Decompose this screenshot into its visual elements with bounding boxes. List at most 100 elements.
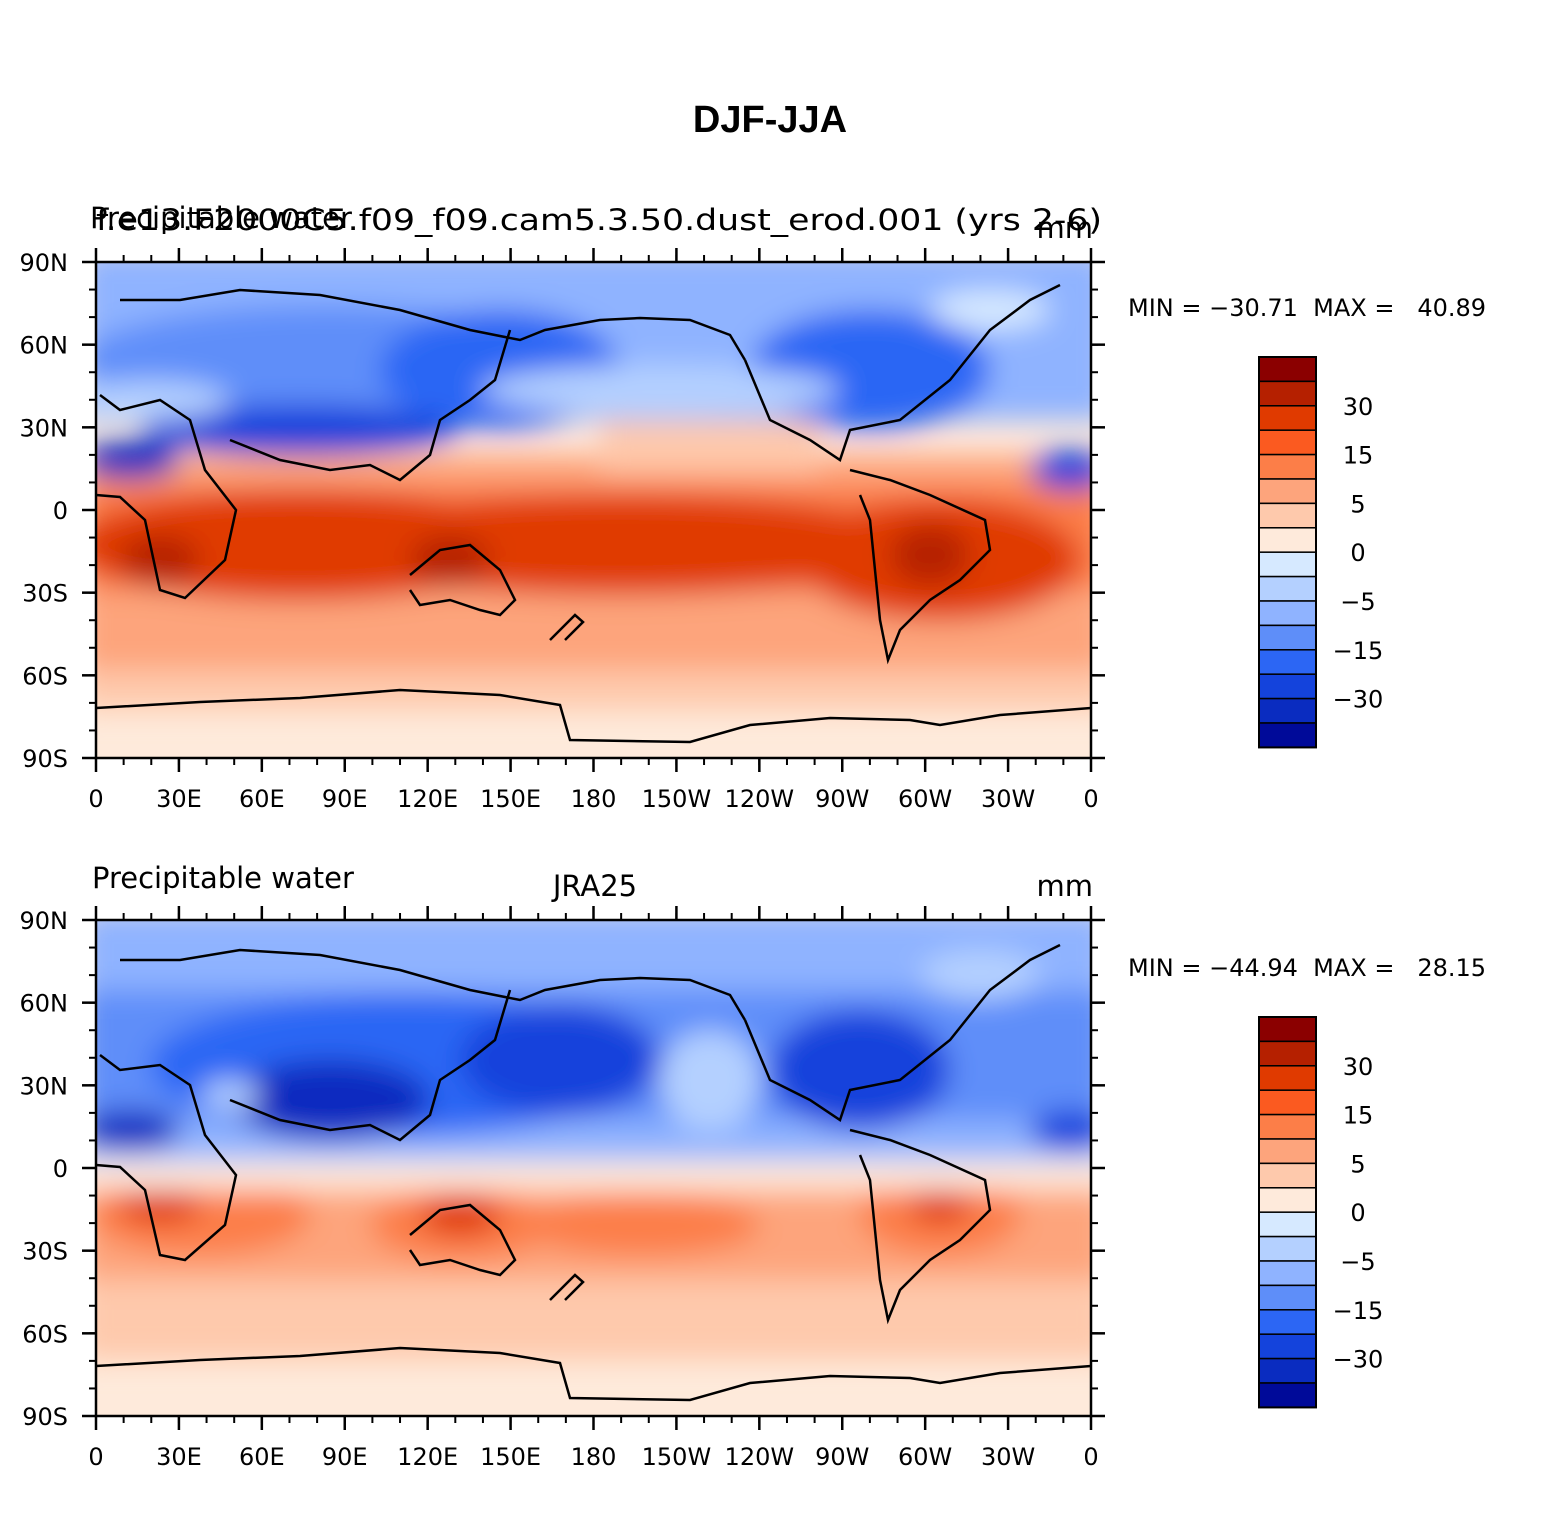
lon-tick-label: 90E bbox=[322, 785, 368, 813]
colorbar-label: −5 bbox=[1340, 1248, 1375, 1276]
lon-tick-label: 60E bbox=[239, 785, 285, 813]
lat-tick-label: 60N bbox=[20, 332, 69, 360]
lat-tick-label: 60S bbox=[22, 662, 68, 690]
colorbar-swatch bbox=[1258, 1138, 1317, 1165]
colorbar-swatch bbox=[1258, 429, 1317, 456]
colorbar-label: −15 bbox=[1333, 1297, 1384, 1325]
panel-2-units: mm bbox=[1037, 869, 1094, 903]
lat-tick-label: 0 bbox=[53, 1155, 68, 1183]
colorbar-swatch bbox=[1258, 1040, 1317, 1067]
colorbar-swatch bbox=[1258, 1382, 1317, 1409]
lat-tick-label: 30S bbox=[22, 1238, 68, 1266]
colorbar-label: 5 bbox=[1350, 1150, 1365, 1178]
lon-tick-label: 30W bbox=[981, 1443, 1035, 1471]
colorbar-frame bbox=[1258, 356, 1317, 749]
lon-tick-label: 150W bbox=[642, 785, 712, 813]
lat-tick-label: 60S bbox=[22, 1320, 68, 1348]
colorbar-swatch bbox=[1258, 1089, 1317, 1116]
figure-title: DJF-JJA bbox=[693, 99, 847, 141]
lon-tick-label: 120W bbox=[725, 1443, 795, 1471]
colorbar-label: −30 bbox=[1333, 1346, 1384, 1374]
panel-2-center-title: JRA25 bbox=[551, 869, 637, 903]
lon-tick-label: 120E bbox=[397, 1443, 458, 1471]
panel-2-left-title: Precipitable water bbox=[92, 861, 354, 895]
lon-tick-label: 90W bbox=[815, 785, 869, 813]
map-2-axes: 90N 60N 30N 0 30S 60S 90S 0 30E 60E 90E 120E 150E 180… bbox=[20, 906, 1105, 1471]
colorbar-swatch bbox=[1258, 1284, 1317, 1311]
lon-tick-label: 150E bbox=[480, 785, 541, 813]
panel-2-min-max: MIN = −44.94 MAX = 28.15 bbox=[1128, 954, 1486, 982]
panel-1-center-title: f.e13.F2000C5.f09_f09.cam5.3.50.dust_ero… bbox=[96, 203, 1102, 237]
colorbar-swatch bbox=[1258, 1309, 1317, 1335]
lat-tick-label: 90S bbox=[22, 1403, 68, 1431]
map-1-axes: 90N 60N 30N 0 30S 60S 90S 0 30E 60E 90E 120E 150E 180… bbox=[20, 248, 1105, 813]
colorbar-2: 30 15 5 0 −5 −15 −30 bbox=[1258, 1016, 1384, 1409]
lon-tick-label: 180 bbox=[571, 785, 617, 813]
colorbar-swatch bbox=[1258, 527, 1317, 553]
colorbar-label: 0 bbox=[1350, 1199, 1365, 1227]
colorbar-swatch bbox=[1258, 1016, 1317, 1043]
panel-1-min-max: MIN = −30.71 MAX = 40.89 bbox=[1128, 294, 1486, 322]
lat-tick-label: 90S bbox=[22, 745, 68, 773]
colorbar-swatch bbox=[1258, 1235, 1317, 1262]
colorbar-swatch bbox=[1258, 1333, 1317, 1360]
colorbar-label: 15 bbox=[1343, 1102, 1374, 1130]
colorbar-label: −30 bbox=[1333, 686, 1384, 714]
lon-tick-label: 30E bbox=[156, 785, 202, 813]
panel-1-units: mm bbox=[1037, 211, 1094, 245]
lon-tick-label: 90W bbox=[815, 1443, 869, 1471]
colorbar-swatch bbox=[1258, 1162, 1317, 1189]
colorbar-swatch bbox=[1258, 624, 1317, 651]
colorbar-swatch bbox=[1258, 1211, 1317, 1238]
map-2-coastlines bbox=[96, 943, 1091, 1402]
colorbar-swatch bbox=[1258, 502, 1317, 529]
map-2-field bbox=[96, 920, 1091, 1416]
panel-1-left-title: Precipitable water bbox=[90, 201, 352, 235]
colorbar-swatch bbox=[1258, 1357, 1317, 1384]
lon-tick-label: 0 bbox=[88, 785, 103, 813]
lon-tick-label: 60E bbox=[239, 1443, 285, 1471]
lon-tick-label: 0 bbox=[1083, 785, 1098, 813]
lon-tick-label: 150E bbox=[480, 1443, 541, 1471]
lon-tick-label: 60W bbox=[898, 785, 952, 813]
colorbar-swatch bbox=[1258, 697, 1317, 724]
map-panel-2: Precipitable water JRA25 mm bbox=[20, 861, 1487, 1471]
lon-tick-label: 0 bbox=[1083, 1443, 1098, 1471]
colorbar-label: 0 bbox=[1350, 539, 1365, 567]
colorbar-swatch bbox=[1258, 1065, 1317, 1091]
colorbar-swatch bbox=[1258, 478, 1317, 505]
lon-tick-label: 180 bbox=[571, 1443, 617, 1471]
lat-tick-label: 60N bbox=[20, 990, 69, 1018]
lon-tick-label: 150W bbox=[642, 1443, 712, 1471]
colorbar-swatch bbox=[1258, 356, 1317, 383]
lon-tick-label: 0 bbox=[88, 1443, 103, 1471]
lat-tick-label: 0 bbox=[53, 497, 68, 525]
lon-tick-label: 120E bbox=[397, 785, 458, 813]
colorbar-label: 5 bbox=[1350, 490, 1365, 518]
lat-tick-label: 90N bbox=[20, 907, 69, 935]
map-panel-1: Precipitable water f.e13.F2000C5.f09_f09… bbox=[20, 201, 1487, 813]
lat-tick-label: 30N bbox=[20, 414, 69, 442]
lat-tick-label: 90N bbox=[20, 249, 69, 277]
colorbar-label: 30 bbox=[1343, 393, 1374, 421]
lat-tick-label: 30N bbox=[20, 1072, 69, 1100]
colorbar-frame bbox=[1258, 1016, 1317, 1409]
colorbar-swatch bbox=[1258, 405, 1317, 431]
colorbar-swatch bbox=[1258, 575, 1317, 602]
colorbar-label: 30 bbox=[1343, 1053, 1374, 1081]
colorbar-swatch bbox=[1258, 673, 1317, 700]
colorbar-swatch bbox=[1258, 453, 1317, 480]
colorbar-label: −5 bbox=[1340, 588, 1375, 616]
colorbar-swatch bbox=[1258, 1260, 1317, 1287]
colorbar-swatch bbox=[1258, 722, 1317, 749]
colorbar-swatch bbox=[1258, 551, 1317, 578]
lat-tick-label: 30S bbox=[22, 580, 68, 608]
colorbar-swatch bbox=[1258, 1187, 1317, 1213]
colorbar-label: −15 bbox=[1333, 637, 1384, 665]
lon-tick-label: 120W bbox=[725, 785, 795, 813]
colorbar-swatch bbox=[1258, 649, 1317, 675]
lon-tick-label: 30W bbox=[981, 785, 1035, 813]
colorbar-swatch bbox=[1258, 380, 1317, 407]
colorbar-swatch bbox=[1258, 600, 1317, 627]
